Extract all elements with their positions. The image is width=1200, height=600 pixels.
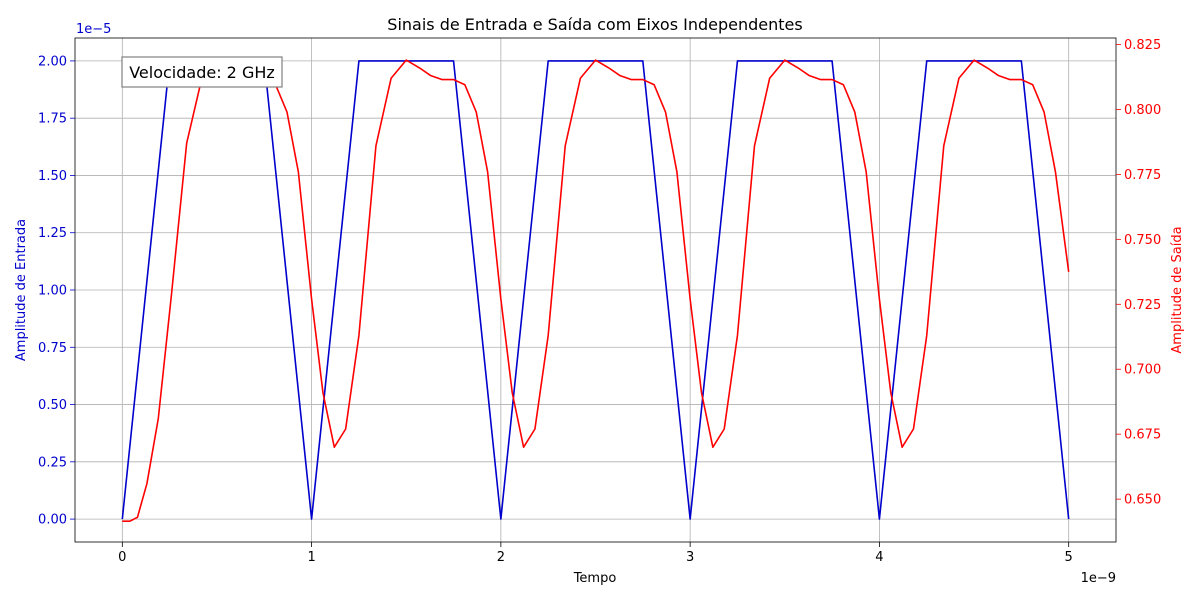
annotation-box-frame: [121, 56, 283, 88]
left-tick-label: 0.00: [38, 513, 67, 528]
x-tick-label: 5: [1065, 550, 1073, 565]
left-tick-label: 0.25: [38, 455, 67, 470]
left-tick-label: 1.25: [38, 226, 67, 241]
right-axis-ticks: 0.650 0.675 0.700 0.725 0.750 0.775 0.800 0.825: [1116, 38, 1161, 508]
right-tick-label: 0.650: [1124, 493, 1161, 508]
left-tick-label: 1.75: [38, 112, 67, 127]
x-axis-ticks: 0 1 2 3 4 5: [118, 542, 1073, 565]
left-axis-ticks: 0.00 0.25 0.50 0.75 1.00 1.25 1.50 1.75 2.00: [38, 54, 75, 528]
right-tick-label: 0.750: [1124, 233, 1161, 248]
left-tick-label: 0.75: [38, 341, 67, 356]
right-tick-label: 0.700: [1124, 363, 1161, 378]
x-tick-label: 4: [875, 550, 883, 565]
left-axis-label: Amplitude de Entrada: [14, 219, 29, 361]
x-axis-exponent: 1e−9: [1081, 571, 1116, 586]
annotation-text: Velocidade: 2 GHz: [129, 63, 275, 82]
left-tick-label: 0.50: [38, 398, 67, 413]
right-axis-label: Amplitude de Saída: [1170, 226, 1185, 353]
x-tick-label: 2: [497, 550, 505, 565]
right-tick-label: 0.725: [1124, 298, 1161, 313]
left-tick-label: 2.00: [38, 54, 67, 69]
right-tick-label: 0.675: [1124, 428, 1161, 443]
grid-lines: [75, 38, 1116, 542]
right-tick-label: 0.825: [1124, 38, 1161, 53]
right-tick-label: 0.800: [1124, 103, 1161, 118]
annotation-box: Velocidade: 2 GHz: [121, 56, 283, 88]
x-tick-label: 3: [686, 550, 694, 565]
chart-title: Sinais de Entrada e Saída com Eixos Inde…: [387, 15, 802, 34]
x-tick-label: 0: [118, 550, 126, 565]
left-axis-exponent: 1e−5: [76, 22, 111, 37]
x-axis-label: Tempo: [573, 571, 617, 586]
right-tick-label: 0.775: [1124, 168, 1161, 183]
x-tick-label: 1: [307, 550, 315, 565]
left-tick-label: 1.00: [38, 284, 67, 299]
left-tick-label: 1.50: [38, 169, 67, 184]
